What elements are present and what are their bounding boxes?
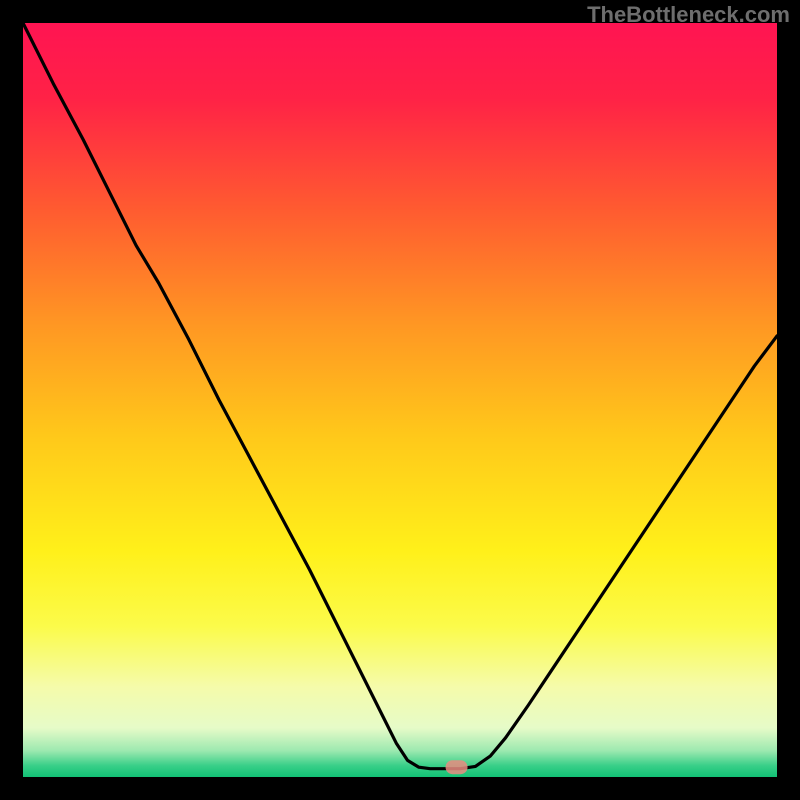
optimal-marker <box>446 760 468 774</box>
gradient-background <box>23 23 777 777</box>
bottleneck-plot <box>23 23 777 777</box>
watermark-text: TheBottleneck.com <box>587 2 790 28</box>
